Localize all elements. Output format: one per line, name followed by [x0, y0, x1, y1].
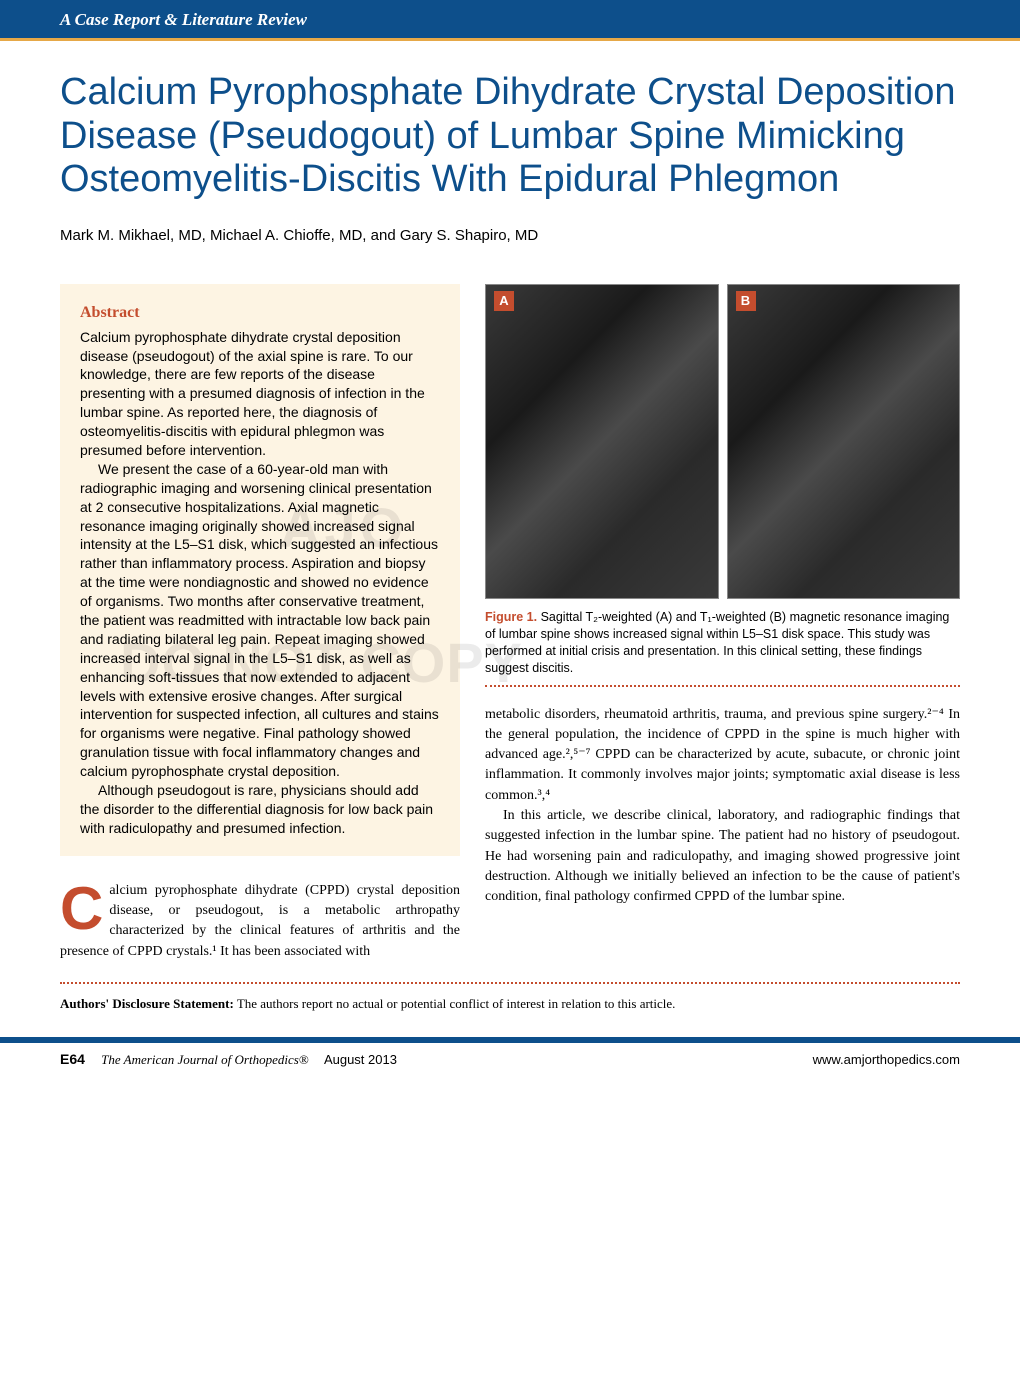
footer-url: www.amjorthopedics.com	[813, 1052, 960, 1067]
figure-label-a: A	[494, 291, 514, 311]
body-right: metabolic disorders, rheumatoid arthriti…	[485, 705, 960, 908]
footer-left: E64 The American Journal of Orthopedics®…	[60, 1051, 397, 1068]
page-number: E64	[60, 1051, 85, 1067]
abstract-p3: Although pseudogout is rare, physicians …	[80, 781, 440, 838]
right-column: A B Figure 1. Sagittal T₂-weighted (A) a…	[485, 284, 960, 962]
full-width-separator	[60, 982, 960, 984]
disclosure-label: Authors' Disclosure Statement:	[60, 996, 234, 1011]
section-label: A Case Report & Literature Review	[60, 10, 307, 29]
footer-bar	[0, 1037, 1020, 1043]
abstract-p2: We present the case of a 60-year-old man…	[80, 460, 440, 781]
abstract-p1: Calcium pyrophosphate dihydrate crystal …	[80, 328, 440, 460]
body-p2: In this article, we describe clinical, l…	[485, 806, 960, 907]
disclosure-statement: Authors' Disclosure Statement: The autho…	[60, 996, 960, 1012]
intro-text: alcium pyrophosphate dihydrate (CPPD) cr…	[60, 883, 460, 959]
section-banner: A Case Report & Literature Review	[0, 0, 1020, 41]
footer: E64 The American Journal of Orthopedics®…	[60, 1051, 960, 1088]
figure-caption-text: Sagittal T₂-weighted (A) and T₁-weighted…	[485, 610, 949, 675]
left-column: Abstract Calcium pyrophosphate dihydrate…	[60, 284, 460, 962]
figure-1-images: A B	[485, 284, 960, 599]
figure-1-caption: Figure 1. Sagittal T₂-weighted (A) and T…	[485, 609, 960, 677]
issue-date: August 2013	[324, 1052, 397, 1067]
figure-caption-label: Figure 1.	[485, 610, 537, 624]
disclosure-text: The authors report no actual or potentia…	[234, 996, 676, 1011]
body-p1: metabolic disorders, rheumatoid arthriti…	[485, 705, 960, 806]
figure-1b-image: B	[727, 284, 961, 599]
figure-1a-image: A	[485, 284, 719, 599]
journal-name: The American Journal of Orthopedics®	[101, 1052, 309, 1067]
intro-paragraph: C alcium pyrophosphate dihydrate (CPPD) …	[60, 881, 460, 962]
content-columns: Abstract Calcium pyrophosphate dihydrate…	[60, 284, 960, 962]
dotted-separator	[485, 685, 960, 687]
abstract-box: Abstract Calcium pyrophosphate dihydrate…	[60, 284, 460, 856]
author-list: Mark M. Mikhael, MD, Michael A. Chioffe,…	[60, 227, 960, 244]
figure-label-b: B	[736, 291, 756, 311]
dropcap: C	[60, 881, 109, 933]
abstract-heading: Abstract	[80, 302, 440, 324]
article-title: Calcium Pyrophosphate Dihydrate Crystal …	[60, 71, 960, 202]
